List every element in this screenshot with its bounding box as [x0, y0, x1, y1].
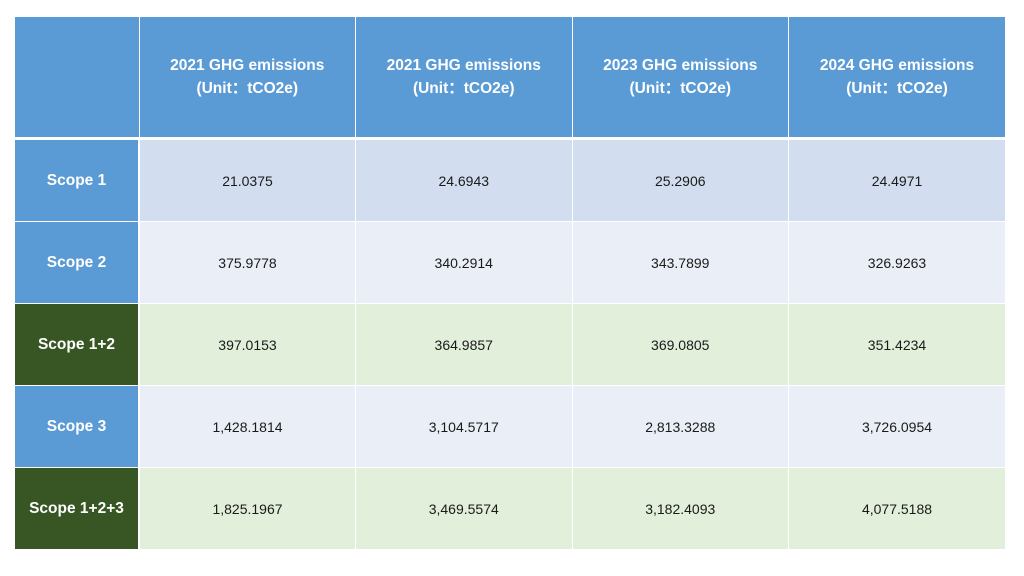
column-header-unit: (Unit：tCO2e) — [196, 80, 299, 97]
table-row-scope-2: Scope 2 375.9778 340.2914 343.7899 326.9… — [15, 221, 1005, 304]
row-label-scope-1-2: Scope 1+2 — [15, 303, 140, 386]
table-cell: 3,726.0954 — [788, 385, 1005, 468]
table-cell: 21.0375 — [139, 138, 356, 222]
row-label-scope-3: Scope 3 — [15, 385, 140, 468]
table-cell: 364.9857 — [355, 303, 573, 386]
column-header-1: 2021 GHG emissions (Unit：tCO2e) — [139, 17, 356, 140]
table-cell: 375.9778 — [139, 221, 356, 304]
column-header-title: 2021 GHG emissions — [170, 57, 325, 74]
column-header-3: 2023 GHG emissions (Unit：tCO2e) — [572, 17, 789, 140]
table-cell: 326.9263 — [788, 221, 1005, 304]
ghg-emissions-table-container: 2021 GHG emissions (Unit：tCO2e) 2021 GHG… — [15, 17, 1005, 549]
column-header-2: 2021 GHG emissions (Unit：tCO2e) — [355, 17, 573, 140]
column-header-unit: (Unit：tCO2e) — [846, 80, 948, 97]
row-label-scope-1-2-3: Scope 1+2+3 — [15, 467, 140, 549]
column-header-4: 2024 GHG emissions (Unit：tCO2e) — [788, 17, 1005, 140]
table-cell: 1,428.1814 — [139, 385, 356, 468]
row-label-scope-1: Scope 1 — [15, 138, 140, 222]
header-row: 2021 GHG emissions (Unit：tCO2e) 2021 GHG… — [15, 17, 1005, 140]
column-header-title: 2021 GHG emissions — [386, 57, 541, 74]
ghg-emissions-table: 2021 GHG emissions (Unit：tCO2e) 2021 GHG… — [15, 17, 1005, 549]
table-cell: 397.0153 — [139, 303, 356, 386]
table-cell: 4,077.5188 — [788, 467, 1005, 549]
corner-header-cell — [15, 17, 140, 140]
table-cell: 24.4971 — [788, 138, 1005, 222]
table-row-scope-3: Scope 3 1,428.1814 3,104.5717 2,813.3288… — [15, 385, 1005, 468]
column-header-title: 2023 GHG emissions — [603, 57, 758, 74]
table-row-scope-1-2-3: Scope 1+2+3 1,825.1967 3,469.5574 3,182.… — [15, 467, 1005, 549]
row-label-scope-2: Scope 2 — [15, 221, 140, 304]
table-row-scope-1: Scope 1 21.0375 24.6943 25.2906 24.4971 — [15, 138, 1005, 222]
table-cell: 3,469.5574 — [355, 467, 573, 549]
table-cell: 3,182.4093 — [572, 467, 789, 549]
column-header-unit: (Unit：tCO2e) — [412, 80, 515, 97]
table-cell: 2,813.3288 — [572, 385, 789, 468]
table-cell: 343.7899 — [572, 221, 789, 304]
table-cell: 25.2906 — [572, 138, 789, 222]
table-cell: 369.0805 — [572, 303, 789, 386]
column-header-title: 2024 GHG emissions — [819, 57, 975, 74]
column-header-unit: (Unit：tCO2e) — [629, 80, 732, 97]
table-cell: 3,104.5717 — [355, 385, 573, 468]
table-cell: 1,825.1967 — [139, 467, 356, 549]
table-cell: 24.6943 — [355, 138, 573, 222]
table-cell: 351.4234 — [788, 303, 1005, 386]
table-cell: 340.2914 — [355, 221, 573, 304]
table-row-scope-1-2: Scope 1+2 397.0153 364.9857 369.0805 351… — [15, 303, 1005, 386]
